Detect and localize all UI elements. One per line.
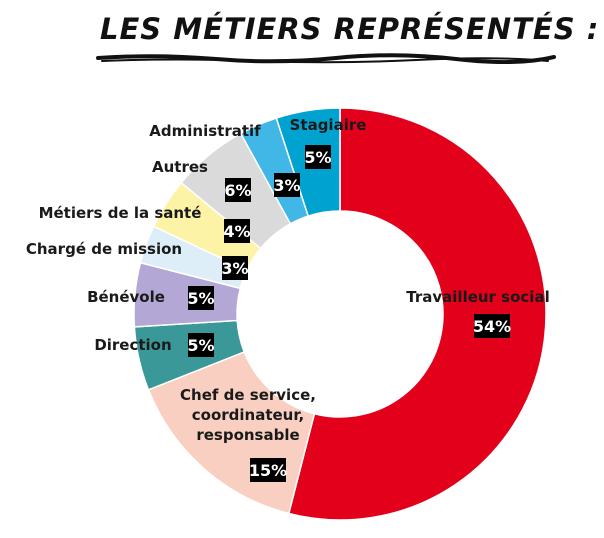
slice-value-label: 3%: [273, 173, 301, 197]
slice-value-label: 54%: [473, 314, 511, 338]
title-underline: [96, 53, 556, 64]
svg-text:6%: 6%: [224, 181, 251, 200]
slice-label: Métiers de la santé: [39, 204, 202, 222]
svg-text:5%: 5%: [304, 148, 331, 167]
slice-label: Chef de service, coordinateur, responsable: [180, 386, 316, 444]
slice-label: Administratif: [149, 122, 261, 140]
slice-value-label: 15%: [249, 458, 287, 482]
slice-label: Chargé de mission: [26, 240, 182, 258]
slice-value-label: 5%: [304, 145, 332, 169]
slice-label: Bénévole: [87, 288, 165, 306]
svg-text:5%: 5%: [187, 336, 214, 355]
slice-value-label: 5%: [187, 333, 215, 357]
slice-label: Travailleur social: [406, 288, 549, 306]
svg-text:3%: 3%: [273, 176, 300, 195]
slice-value-label: 5%: [187, 286, 215, 310]
svg-text:3%: 3%: [221, 259, 248, 278]
slice-value-label: 3%: [221, 256, 249, 280]
slice-label: Direction: [94, 336, 171, 354]
slice-label: Autres: [152, 158, 208, 176]
slice-value-label: 4%: [223, 219, 251, 243]
svg-text:54%: 54%: [473, 317, 511, 336]
svg-text:15%: 15%: [249, 461, 287, 480]
donut-slice: [287, 107, 547, 521]
chart-title: LES MÉTIERS REPRÉSENTÉS :: [100, 12, 600, 46]
slice-value-label: 6%: [224, 178, 252, 202]
svg-text:5%: 5%: [187, 289, 214, 308]
slice-label: Stagiaire: [290, 116, 367, 134]
svg-text:4%: 4%: [223, 222, 250, 241]
